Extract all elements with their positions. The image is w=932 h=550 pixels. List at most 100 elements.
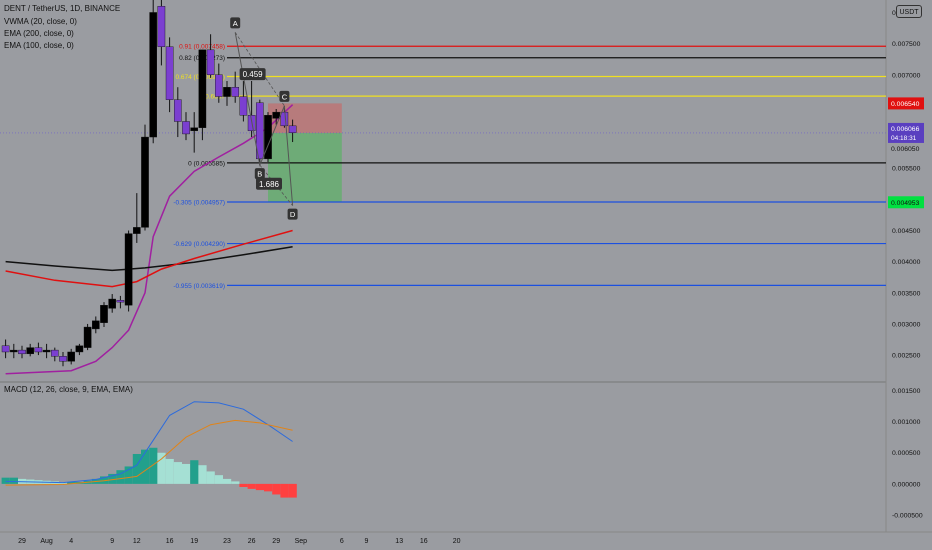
candle-body	[108, 298, 116, 309]
macd-histogram-bar	[116, 470, 125, 484]
price-axis-tick: 0.003000	[892, 321, 921, 328]
candle-body	[75, 345, 84, 353]
pattern-point-label: D	[290, 210, 296, 219]
time-axis-tick: 29	[18, 538, 26, 545]
fib-level-label: 0.91 (0.007458)	[179, 44, 225, 51]
candle-body	[198, 49, 207, 128]
time-axis-tick: 9	[110, 538, 114, 545]
time-axis-tick: Sep	[295, 538, 308, 545]
current-price-label: 0.006066	[891, 126, 920, 133]
macd-histogram-bar	[165, 458, 174, 484]
time-axis-tick: 29	[272, 538, 280, 545]
macd-histogram-bar	[182, 463, 191, 484]
candle-body	[141, 136, 149, 228]
macd-histogram-bar	[124, 466, 133, 484]
macd-histogram-bar	[264, 483, 273, 492]
macd-histogram-bar	[1, 477, 10, 484]
candle-body	[288, 125, 297, 133]
pattern-ratio-box	[239, 68, 266, 81]
macd-histogram-bar	[108, 473, 117, 484]
candle-body	[124, 233, 133, 306]
candle-body	[34, 347, 43, 353]
pattern-ratio-label: 0.459	[243, 70, 264, 79]
symbol-title[interactable]: DENT / TetherUS, 1D, BINANCE	[4, 4, 121, 13]
macd-histogram-bar	[280, 483, 289, 498]
price-tag-label: 0.004953	[891, 200, 920, 207]
macd-histogram-bar	[67, 482, 76, 484]
candle-body	[9, 349, 18, 353]
macd-histogram-bar	[149, 447, 158, 484]
price-tag-label: 0.006540	[891, 101, 920, 108]
time-axis-tick: 16	[166, 538, 174, 545]
macd-axis-tick: 0.001000	[892, 419, 921, 426]
indicator-line-ema	[5, 229, 293, 288]
time-axis-tick: 12	[133, 538, 141, 545]
candle-body	[256, 102, 264, 160]
price-axis-tick: 0.005500	[892, 166, 921, 173]
macd-histogram-bar	[173, 462, 182, 484]
candle-body	[83, 326, 92, 348]
candle-body	[182, 121, 190, 135]
candle-body	[231, 87, 240, 97]
time-axis-tick: 13	[395, 538, 403, 545]
candle-body	[26, 347, 35, 355]
pattern-ratio-box	[256, 177, 282, 190]
countdown-label: 04:18:31	[891, 135, 917, 142]
candle-body	[51, 349, 59, 357]
macd-histogram-bar	[132, 453, 141, 484]
time-axis-tick: 20	[453, 538, 461, 545]
legend-vwma[interactable]: VWMA (20, close, 0)	[4, 17, 77, 26]
macd-axis-tick: 0.000000	[892, 481, 921, 488]
macd-histogram-bar	[9, 477, 18, 484]
price-axis-tick: 0.006050	[891, 146, 920, 153]
price-tag-box	[888, 97, 924, 110]
macd-line	[5, 401, 293, 484]
macd-histogram-bar	[214, 475, 223, 484]
pattern-path	[234, 32, 294, 206]
pattern-point-marker	[230, 17, 241, 29]
macd-histogram-bar	[206, 471, 215, 484]
candle-body	[1, 345, 10, 353]
time-axis-tick: 26	[248, 538, 256, 545]
candle-body	[280, 111, 289, 127]
macd-histogram-bar	[247, 483, 256, 489]
candle-body	[173, 99, 182, 122]
time-axis-tick: 16	[420, 538, 428, 545]
candle-body	[132, 227, 141, 234]
pattern-point-marker	[287, 208, 298, 220]
macd-histogram-bar	[239, 483, 248, 487]
time-axis-tick: 9	[364, 538, 368, 545]
pattern-ratio-label: 1.686	[259, 180, 280, 189]
macd-axis-tick: 0.000500	[892, 450, 921, 457]
pattern-point-label: C	[282, 92, 288, 101]
time-axis-tick: Aug	[40, 538, 53, 545]
candle-body	[149, 12, 158, 138]
macd-histogram-bar	[231, 481, 240, 484]
candle-body	[190, 127, 199, 132]
macd-axis-tick: -0.000500	[892, 513, 923, 520]
pattern-point-label: B	[257, 170, 262, 179]
price-axis-tick: 0.007500	[892, 41, 921, 48]
candle-body	[91, 320, 100, 330]
candle-body	[223, 87, 231, 97]
indicator-line-vwma	[5, 104, 294, 375]
position-stop-zone	[268, 103, 342, 133]
legend-ema200[interactable]: EMA (200, close, 0)	[4, 29, 74, 38]
candle-body	[239, 96, 248, 116]
time-axis-tick: 19	[190, 538, 198, 545]
currency-button[interactable]: USDT	[896, 5, 922, 18]
time-axis-tick: 6	[340, 538, 344, 545]
legend-ema100[interactable]: EMA (100, close, 0)	[4, 41, 74, 50]
macd-histogram-bar	[255, 483, 264, 491]
legend-macd[interactable]: MACD (12, 26, close, 9, EMA, EMA)	[4, 385, 133, 394]
candle-body	[59, 356, 67, 362]
macd-axis-tick: 0.001500	[892, 388, 921, 395]
current-price-tag	[888, 122, 924, 143]
fib-level-label: -0.305 (0.004957)	[173, 200, 225, 207]
price-axis-tick: 0.003500	[892, 290, 921, 297]
candle-body	[157, 6, 166, 47]
macd-histogram-bar	[157, 452, 166, 484]
macd-histogram-bar	[272, 483, 281, 495]
